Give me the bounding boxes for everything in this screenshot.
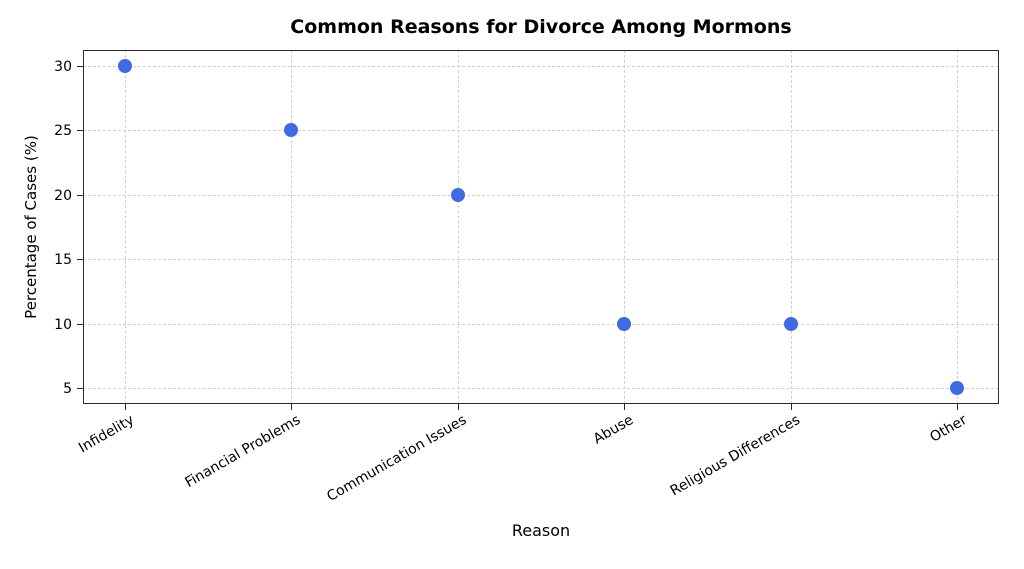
y-gridline bbox=[83, 387, 999, 389]
y-tick-mark bbox=[77, 130, 83, 132]
x-tick-mark bbox=[957, 404, 959, 410]
x-tick-label: Abuse bbox=[590, 412, 637, 448]
chart-title: Common Reasons for Divorce Among Mormons bbox=[290, 16, 792, 38]
x-gridline bbox=[624, 50, 626, 404]
x-axis-label: Reason bbox=[511, 521, 571, 540]
x-tick-mark bbox=[624, 404, 626, 410]
y-gridline bbox=[83, 130, 999, 132]
y-gridline bbox=[83, 323, 999, 325]
y-tick-label: 10 bbox=[54, 316, 72, 333]
x-tick-label: Other bbox=[926, 412, 970, 446]
x-tick-label: Religious Differences bbox=[667, 412, 803, 500]
x-gridline bbox=[124, 50, 126, 404]
y-tick-label: 30 bbox=[54, 59, 72, 76]
plot-background bbox=[83, 50, 999, 404]
y-tick-label: 5 bbox=[63, 380, 72, 397]
data-point bbox=[117, 59, 132, 74]
x-tick-mark bbox=[124, 404, 126, 410]
x-tick-mark bbox=[457, 404, 459, 410]
y-tick-mark bbox=[77, 194, 83, 196]
data-point bbox=[617, 316, 632, 331]
y-gridline bbox=[83, 259, 999, 261]
x-gridline bbox=[790, 50, 792, 404]
y-tick-label: 20 bbox=[54, 187, 72, 204]
x-gridline bbox=[457, 50, 459, 404]
data-point bbox=[450, 187, 465, 202]
x-tick-mark bbox=[291, 404, 293, 410]
x-tick-label: Financial Problems bbox=[182, 412, 304, 492]
data-point bbox=[284, 123, 299, 138]
y-tick-label: 25 bbox=[54, 123, 72, 140]
y-tick-mark bbox=[77, 323, 83, 325]
y-gridline bbox=[83, 194, 999, 196]
x-gridline bbox=[291, 50, 293, 404]
y-tick-mark bbox=[77, 259, 83, 261]
x-gridline bbox=[957, 50, 959, 404]
y-tick-label: 15 bbox=[54, 252, 72, 269]
data-point bbox=[783, 316, 798, 331]
y-tick-mark bbox=[77, 66, 83, 68]
y-tick-mark bbox=[77, 387, 83, 389]
y-gridline bbox=[83, 66, 999, 68]
x-tick-label: Infidelity bbox=[75, 412, 137, 457]
y-axis-label: Percentage of Cases (%) bbox=[22, 135, 40, 319]
x-tick-label: Communication Issues bbox=[324, 412, 470, 506]
x-tick-mark bbox=[790, 404, 792, 410]
data-point bbox=[950, 380, 965, 395]
